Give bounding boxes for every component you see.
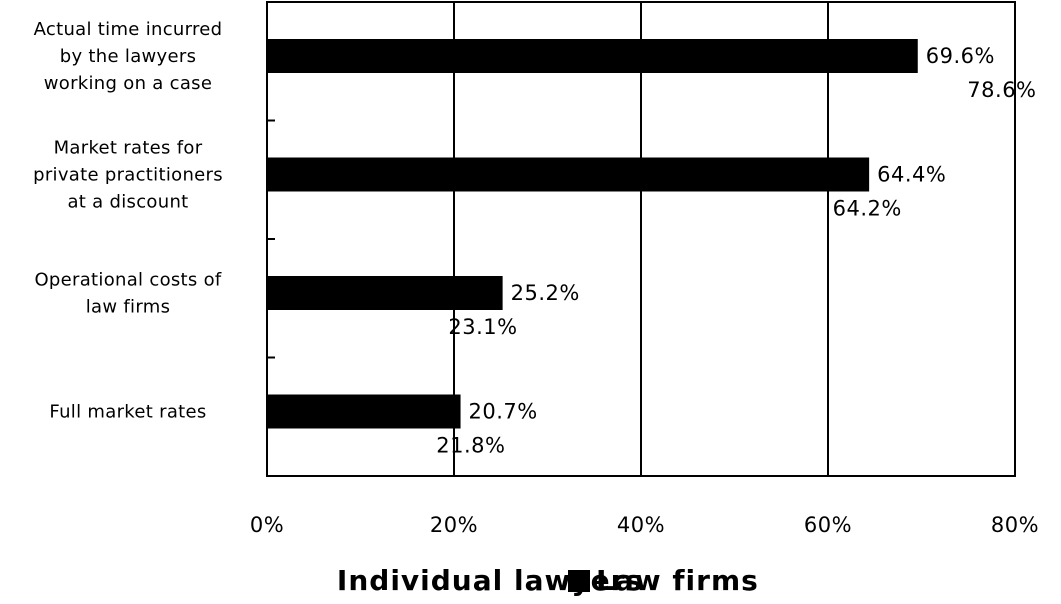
x-tick-label: 0% — [250, 513, 284, 537]
category-label: Operational costs of law firms — [34, 270, 221, 318]
value-label-law-firms: 64.4% — [877, 163, 946, 187]
legend-swatch-law-firms — [568, 570, 590, 592]
category-labels: Actual time incurred by the lawyers workin… — [33, 19, 223, 423]
legend-label-law-firms: Law firms — [596, 564, 759, 597]
value-label-law-firms: 20.7% — [469, 400, 538, 424]
category-label: Actual time incurred by the lawyers workin… — [34, 19, 223, 94]
x-tick-label: 80% — [991, 513, 1039, 537]
category-label: Market rates for private practitioners at … — [33, 138, 223, 213]
value-label-law-firms: 25.2% — [511, 281, 580, 305]
value-label-individual-lawyers: 64.2% — [833, 197, 902, 221]
category-label: Full market rates — [49, 402, 206, 423]
bar-law-firms — [267, 158, 869, 192]
x-tick-label: 60% — [804, 513, 852, 537]
value-label-individual-lawyers: 21.8% — [436, 434, 505, 458]
x-tick-label: 40% — [617, 513, 665, 537]
value-label-law-firms: 69.6% — [926, 44, 995, 68]
value-label-individual-lawyers: 23.1% — [448, 315, 517, 339]
value-label-individual-lawyers: 78.6% — [967, 78, 1036, 102]
bar-law-firms — [267, 39, 918, 73]
x-tick-label: 20% — [430, 513, 478, 537]
x-axis-tick-labels: 0% 20% 40% 60% 80% — [250, 513, 1039, 537]
bar-law-firms — [267, 395, 461, 429]
bar-law-firms — [267, 276, 503, 310]
